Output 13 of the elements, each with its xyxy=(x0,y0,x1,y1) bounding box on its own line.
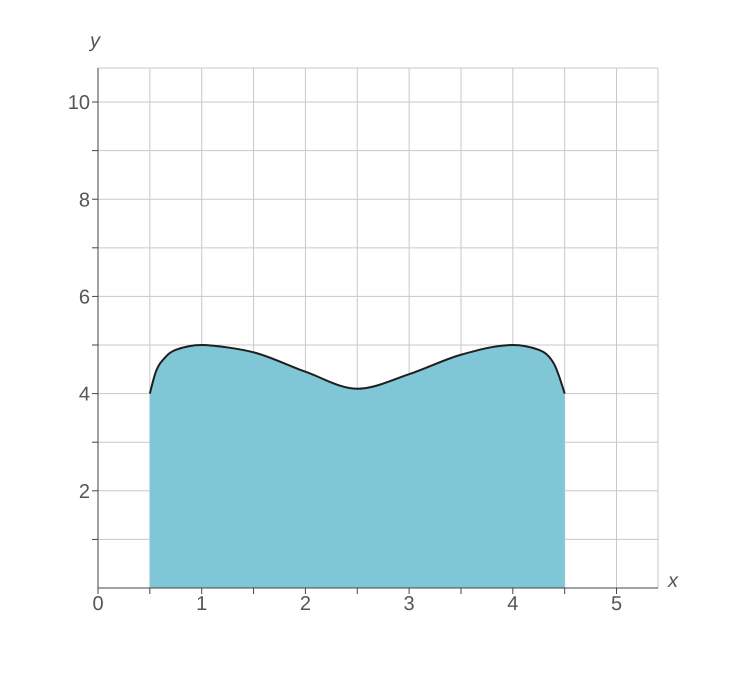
x-tick-label: 2 xyxy=(300,593,311,616)
y-axis-title: y xyxy=(90,30,100,53)
y-tick-label: 2 xyxy=(78,480,90,503)
y-tick-label: 6 xyxy=(78,286,90,309)
x-tick-label: 3 xyxy=(404,593,415,616)
y-tick-label: 4 xyxy=(78,384,90,406)
x-axis-title: x xyxy=(668,570,678,593)
y-tick-label: 8 xyxy=(78,189,90,212)
x-tick-label: 0 xyxy=(92,593,104,616)
x-tick-label: 4 xyxy=(507,593,518,616)
y-tick-label: 10 xyxy=(68,92,90,114)
x-tick-label: 5 xyxy=(610,593,622,616)
x-tick-label: 1 xyxy=(196,593,208,616)
